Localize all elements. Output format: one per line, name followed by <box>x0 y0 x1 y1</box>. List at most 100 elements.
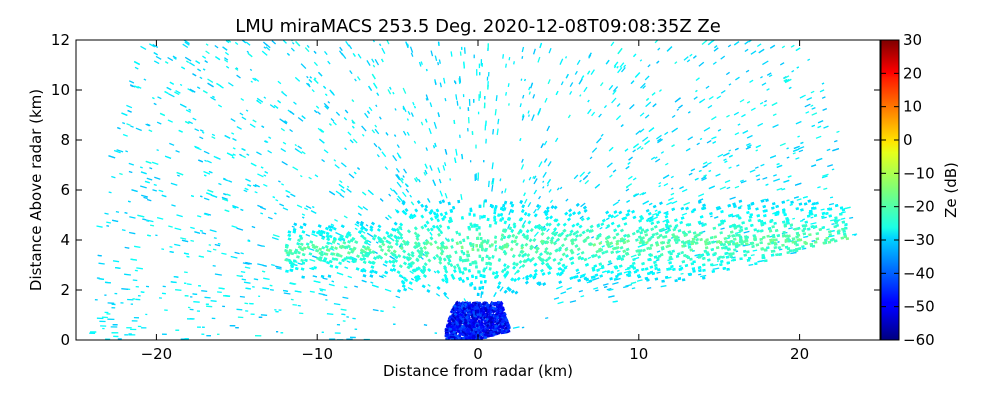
echo-sample <box>649 265 654 269</box>
echo-sample <box>674 224 679 228</box>
echo-sample <box>767 242 771 246</box>
echo-sample <box>520 78 523 81</box>
echo-sample <box>322 294 328 297</box>
echo-sample <box>247 240 251 243</box>
echo-sample <box>639 59 643 62</box>
echo-sample <box>699 238 703 242</box>
echo-sample <box>731 214 737 218</box>
echo-sample <box>708 169 712 173</box>
echo-sample <box>524 78 526 82</box>
echo-sample <box>574 70 578 75</box>
echo-sample <box>723 152 730 157</box>
echo-sample <box>418 61 422 67</box>
echo-sample <box>760 222 764 226</box>
echo-sample <box>504 188 507 193</box>
echo-sample <box>658 185 662 188</box>
echo-sample <box>593 264 598 268</box>
echo-sample <box>716 207 722 211</box>
echo-sample <box>795 157 800 160</box>
echo-sample <box>547 161 552 167</box>
echo-sample <box>410 277 415 281</box>
echo-sample <box>384 288 392 293</box>
echo-sample <box>580 295 585 298</box>
echo-sample <box>513 278 518 283</box>
echo-sample <box>541 272 546 276</box>
echo-sample <box>666 46 673 52</box>
echo-sample <box>149 167 153 170</box>
echo-sample <box>394 255 399 260</box>
echo-sample <box>494 247 498 252</box>
echo-sample <box>279 203 285 207</box>
echo-sample <box>739 257 743 261</box>
echo-sample <box>537 108 542 115</box>
echo-sample <box>765 183 769 186</box>
echo-sample <box>491 204 494 209</box>
echo-sample <box>343 215 348 219</box>
echo-sample <box>354 227 358 231</box>
echo-sample <box>334 164 340 169</box>
echo-sample <box>290 47 295 52</box>
echo-sample <box>664 223 669 227</box>
echo-sample <box>792 152 796 155</box>
echo-sample <box>646 287 652 290</box>
echo-sample <box>746 144 752 148</box>
echo-sample <box>232 206 237 209</box>
echo-sample <box>538 195 542 200</box>
echo-sample <box>193 301 200 303</box>
echo-sample <box>587 99 590 103</box>
echo-sample <box>152 189 157 192</box>
echo-sample <box>243 189 248 193</box>
echo-sample <box>746 258 751 262</box>
echo-sample <box>601 266 605 270</box>
echo-sample <box>797 135 800 138</box>
echo-sample <box>368 106 373 112</box>
echo-sample <box>758 48 765 54</box>
echo-sample <box>652 103 657 108</box>
echo-sample <box>542 282 547 286</box>
echo-sample <box>155 55 162 60</box>
echo-sample <box>226 193 231 197</box>
echo-sample <box>553 296 560 300</box>
echo-sample <box>289 282 297 285</box>
echo-sample <box>153 52 158 56</box>
echo-sample <box>145 160 152 164</box>
echo-sample <box>389 86 392 90</box>
echo-sample <box>251 225 256 229</box>
echo-sample <box>164 90 169 94</box>
echo-sample <box>537 56 541 63</box>
echo-sample <box>218 182 222 186</box>
echo-sample <box>596 223 600 226</box>
echo-sample <box>332 121 337 126</box>
echo-sample <box>755 174 761 178</box>
echo-sample <box>425 68 428 72</box>
echo-sample <box>223 192 227 196</box>
echo-sample <box>353 171 357 175</box>
echo-sample <box>201 290 208 293</box>
echo-sample <box>424 253 429 258</box>
echo-sample <box>326 313 334 316</box>
echo-sample <box>245 261 252 265</box>
echo-sample <box>556 187 560 191</box>
echo-sample <box>286 253 291 257</box>
echo-sample <box>424 250 428 255</box>
echo-sample <box>711 270 715 273</box>
echo-sample <box>833 139 838 143</box>
echo-sample <box>664 162 669 166</box>
echo-sample <box>309 76 312 79</box>
echo-sample <box>263 174 267 177</box>
echo-sample <box>404 208 409 212</box>
echo-sample <box>202 68 206 71</box>
echo-sample <box>696 142 700 146</box>
echo-sample <box>389 233 394 238</box>
echo-sample <box>286 52 290 56</box>
echo-sample <box>615 232 620 237</box>
echo-sample <box>793 227 798 231</box>
echo-sample <box>837 219 841 222</box>
echo-sample <box>367 247 372 252</box>
echo-sample <box>149 224 155 227</box>
echo-sample <box>380 310 384 313</box>
echo-sample <box>139 166 143 169</box>
echo-sample <box>417 254 422 259</box>
echo-sample <box>461 258 465 263</box>
echo-sample <box>701 40 708 45</box>
